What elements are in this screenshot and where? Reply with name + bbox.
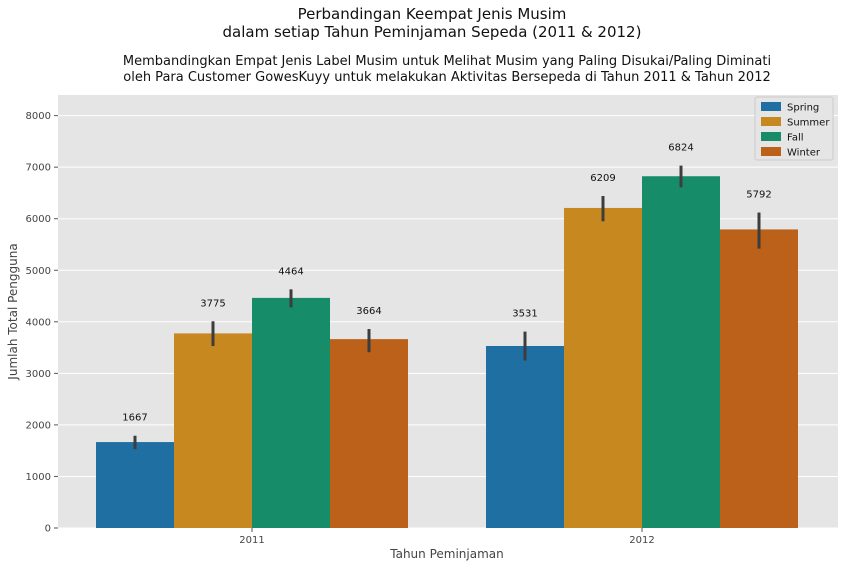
bar-winter-2011 — [330, 339, 408, 528]
data-label: 1667 — [122, 413, 147, 424]
legend-swatch-winter — [761, 147, 781, 156]
y-axis-ticks: 0 1000 2000 3000 4000 5000 6000 7000 8000 — [26, 111, 58, 535]
x-tick-label: 2011 — [239, 535, 264, 546]
x-tick-label: 2012 — [629, 535, 654, 546]
chart-suptitle-line-1: Perbandingan Keempat Jenis Musim — [298, 5, 567, 23]
error-bars — [133, 165, 761, 450]
y-tick-label: 3000 — [26, 369, 51, 380]
data-label: 6824 — [668, 143, 693, 154]
y-tick-label: 8000 — [26, 111, 51, 122]
bar-summer-2011 — [174, 333, 252, 528]
bars — [96, 176, 798, 528]
legend-swatch-fall — [761, 132, 781, 141]
y-tick-label: 7000 — [26, 163, 51, 174]
legend: Spring Summer Fall Winter — [754, 96, 834, 161]
legend-label-spring: Spring — [787, 103, 819, 114]
legend-label-summer: Summer — [787, 118, 830, 129]
legend-box — [754, 96, 834, 161]
y-tick-label: 0 — [45, 524, 51, 535]
legend-swatch-spring — [761, 102, 781, 111]
data-label: 3531 — [512, 309, 537, 320]
bar-spring-2012 — [486, 345, 564, 528]
y-axis-label: Jumlah Total Pengguna — [6, 243, 20, 380]
x-axis-label: Tahun Peminjaman — [389, 547, 503, 561]
x-axis-ticks: 2011 2012 — [239, 528, 655, 546]
data-label: 6209 — [590, 173, 615, 184]
data-label: 5792 — [746, 190, 771, 201]
bar-winter-2012 — [720, 229, 798, 528]
legend-label-fall: Fall — [787, 133, 804, 144]
data-label: 3775 — [200, 298, 225, 309]
y-tick-label: 1000 — [26, 472, 51, 483]
bar-fall-2012 — [642, 176, 720, 528]
y-tick-label: 5000 — [26, 266, 51, 277]
chart-title-line-2: oleh Para Customer GowesKuyy untuk melak… — [123, 70, 770, 85]
data-label: 3664 — [356, 306, 381, 317]
legend-label-winter: Winter — [787, 148, 821, 159]
y-tick-label: 4000 — [26, 317, 51, 328]
y-tick-label: 2000 — [26, 420, 51, 431]
bar-spring-2011 — [96, 442, 174, 528]
data-label: 4464 — [278, 266, 303, 277]
bar-summer-2012 — [564, 207, 642, 528]
chart-suptitle-line-2: dalam setiap Tahun Peminjaman Sepeda (20… — [223, 23, 642, 41]
bar-fall-2011 — [252, 297, 330, 528]
legend-swatch-summer — [761, 117, 781, 126]
y-tick-label: 6000 — [26, 214, 51, 225]
data-labels: 1667 3531 3775 6209 4464 6824 3664 5792 — [122, 143, 771, 424]
chart-title-line-1: Membandingkan Empat Jenis Label Musim un… — [123, 54, 771, 69]
